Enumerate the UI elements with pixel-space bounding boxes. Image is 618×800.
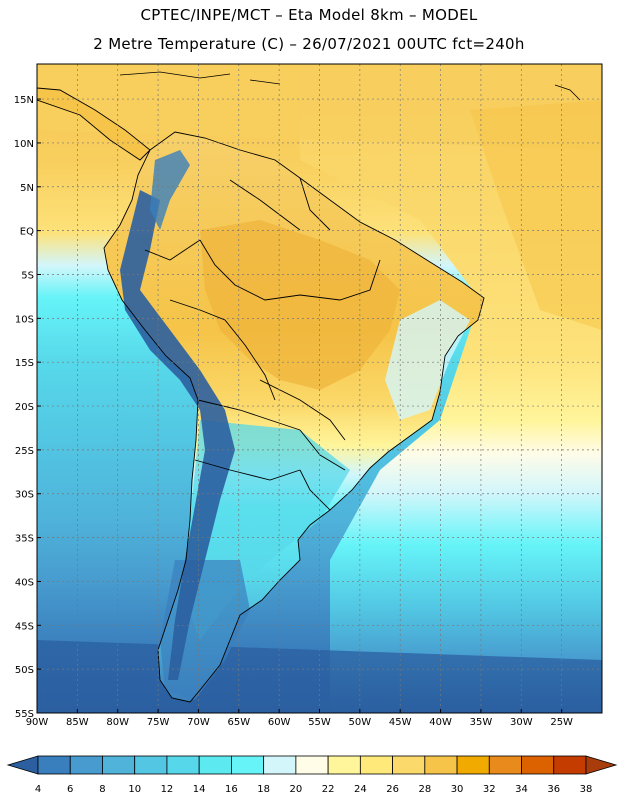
colorbar-label: 34 bbox=[515, 784, 528, 795]
longitude-label: 25W bbox=[550, 717, 573, 728]
colorbar-swatch bbox=[424, 755, 458, 775]
colorbar bbox=[6, 755, 618, 775]
colorbar-swatch bbox=[134, 755, 168, 775]
latitude-label: 20S bbox=[15, 402, 34, 413]
caribbean-warm-field bbox=[37, 64, 602, 150]
latitude-label: 5S bbox=[21, 270, 34, 281]
longitude-label: 45W bbox=[389, 717, 412, 728]
colorbar-swatch bbox=[456, 755, 490, 775]
latitude-label: 10S bbox=[15, 314, 34, 325]
longitude-label: 65W bbox=[227, 717, 250, 728]
colorbar-swatch bbox=[392, 755, 426, 775]
colorbar-swatch bbox=[263, 755, 297, 775]
country-borders bbox=[103, 131, 485, 703]
latitude-label: 40S bbox=[15, 577, 34, 588]
central-america-coast bbox=[37, 87, 151, 161]
interior-hot-region bbox=[200, 220, 400, 390]
longitude-labels: 90W 85W 80W 75W 70W 65W 60W 55W 50W 45W 40W 35W 30W 2… bbox=[26, 709, 573, 728]
colorbar-label: 22 bbox=[322, 784, 335, 795]
map-title-line-1: CPTEC/INPE/MCT – Eta Model 8km – MODEL bbox=[140, 6, 478, 24]
latitude-label: EQ bbox=[20, 227, 34, 238]
colorbar-swatch bbox=[166, 755, 200, 775]
colorbar-swatch bbox=[521, 755, 555, 775]
colorbar-swatch bbox=[6, 755, 39, 775]
north-atlantic-hot-patch bbox=[470, 100, 602, 330]
colorbar-swatch bbox=[37, 755, 71, 775]
colorbar-label: 30 bbox=[451, 784, 464, 795]
latitude-label: 35S bbox=[15, 534, 34, 545]
longitude-label: 55W bbox=[308, 717, 331, 728]
colorbar-swatch bbox=[585, 755, 618, 775]
colorbar-swatch bbox=[359, 755, 393, 775]
colorbar-label: 28 bbox=[418, 784, 431, 795]
andes-outline-cool bbox=[150, 150, 190, 230]
colorbar-label: 10 bbox=[128, 784, 141, 795]
latitude-label: 45S bbox=[15, 621, 34, 632]
colorbar-swatch bbox=[327, 755, 361, 775]
colorbar-label: 12 bbox=[161, 784, 174, 795]
colorbar-label: 38 bbox=[580, 784, 593, 795]
colorbar-label: 18 bbox=[257, 784, 270, 795]
latitude-labels: 15N 10N 5N EQ 5S 10S 15S 20S 25S 30S 35S 40S 45S 50S 5… bbox=[14, 95, 41, 720]
longitude-label: 75W bbox=[147, 717, 170, 728]
colorbar-label: 24 bbox=[354, 784, 367, 795]
latitude-label: 5N bbox=[20, 183, 34, 194]
longitude-label: 90W bbox=[26, 717, 49, 728]
colorbar-label: 16 bbox=[225, 784, 238, 795]
longitude-label: 85W bbox=[66, 717, 89, 728]
central-america-land bbox=[37, 88, 150, 160]
colorbar-label: 26 bbox=[386, 784, 399, 795]
latitude-label: 15S bbox=[15, 358, 34, 369]
northeast-brazil-cool bbox=[385, 300, 470, 420]
longitude-label: 80W bbox=[106, 717, 129, 728]
colorbar-label: 20 bbox=[290, 784, 303, 795]
colorbar-labels: 4 6 8 10 12 14 16 18 20 22 24 26 28 30 32 34 36 38 bbox=[35, 784, 593, 795]
latitude-label: 25S bbox=[15, 446, 34, 457]
map-title-line-2: 2 Metre Temperature (C) – 26/07/2021 00U… bbox=[93, 35, 525, 53]
colorbar-swatch bbox=[102, 755, 136, 775]
colorbar-swatch bbox=[198, 755, 232, 775]
andes-cold-band bbox=[120, 190, 235, 680]
colorbar-label: 4 bbox=[35, 784, 41, 795]
colorbar-label: 8 bbox=[99, 784, 105, 795]
latitude-label: 30S bbox=[15, 490, 34, 501]
colorbar-label: 6 bbox=[67, 784, 73, 795]
colorbar-label: 36 bbox=[547, 784, 560, 795]
colorbar-swatch bbox=[553, 755, 587, 775]
latitude-label: 55S bbox=[15, 709, 34, 720]
longitude-label: 50W bbox=[349, 717, 372, 728]
colorbar-swatch bbox=[488, 755, 522, 775]
colorbar-swatch bbox=[231, 755, 265, 775]
longitude-label: 60W bbox=[268, 717, 291, 728]
latitude-label: 50S bbox=[15, 665, 34, 676]
colorbar-label: 14 bbox=[193, 784, 206, 795]
longitude-label: 70W bbox=[187, 717, 210, 728]
graticule-grid bbox=[37, 64, 602, 713]
longitude-label: 40W bbox=[429, 717, 452, 728]
longitude-label: 30W bbox=[510, 717, 533, 728]
caribbean-islands bbox=[119, 71, 581, 101]
longitude-label: 35W bbox=[470, 717, 493, 728]
colorbar-swatch bbox=[295, 755, 329, 775]
latitude-label: 15N bbox=[14, 95, 34, 106]
colorbar-label: 32 bbox=[483, 784, 496, 795]
colorbar-swatch bbox=[69, 755, 103, 775]
latitude-label: 10N bbox=[14, 139, 34, 150]
